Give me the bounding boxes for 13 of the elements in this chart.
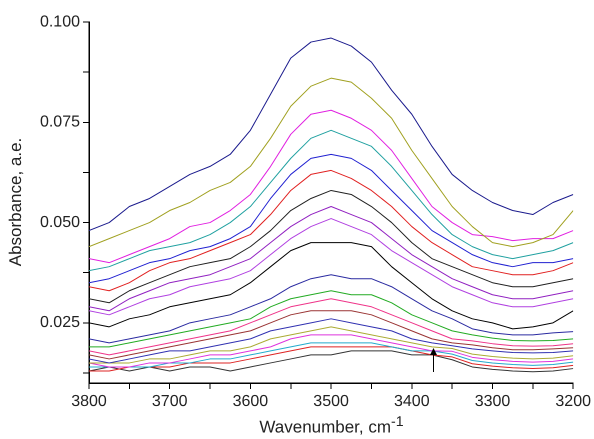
x-tick-label: 3200 [555, 393, 592, 410]
x-tick-label: 3500 [313, 393, 349, 410]
x-tick-label: 3400 [394, 393, 430, 410]
x-tick-label: 3800 [71, 393, 107, 410]
y-tick-label: 0.075 [40, 114, 80, 131]
x-tick-label: 3700 [152, 393, 188, 410]
y-tick-label: 0.025 [40, 314, 80, 332]
y-axis-title: Absorbance, a.e. [6, 138, 26, 266]
y-tick-label: 0.100 [40, 13, 80, 30]
y-tick-label: 0.050 [40, 214, 80, 231]
x-tick-label: 3300 [474, 393, 510, 410]
x-axis-title: Wavenumber, cm$^{-1}$ [258, 414, 405, 438]
x-tick-label: 3600 [232, 393, 268, 410]
